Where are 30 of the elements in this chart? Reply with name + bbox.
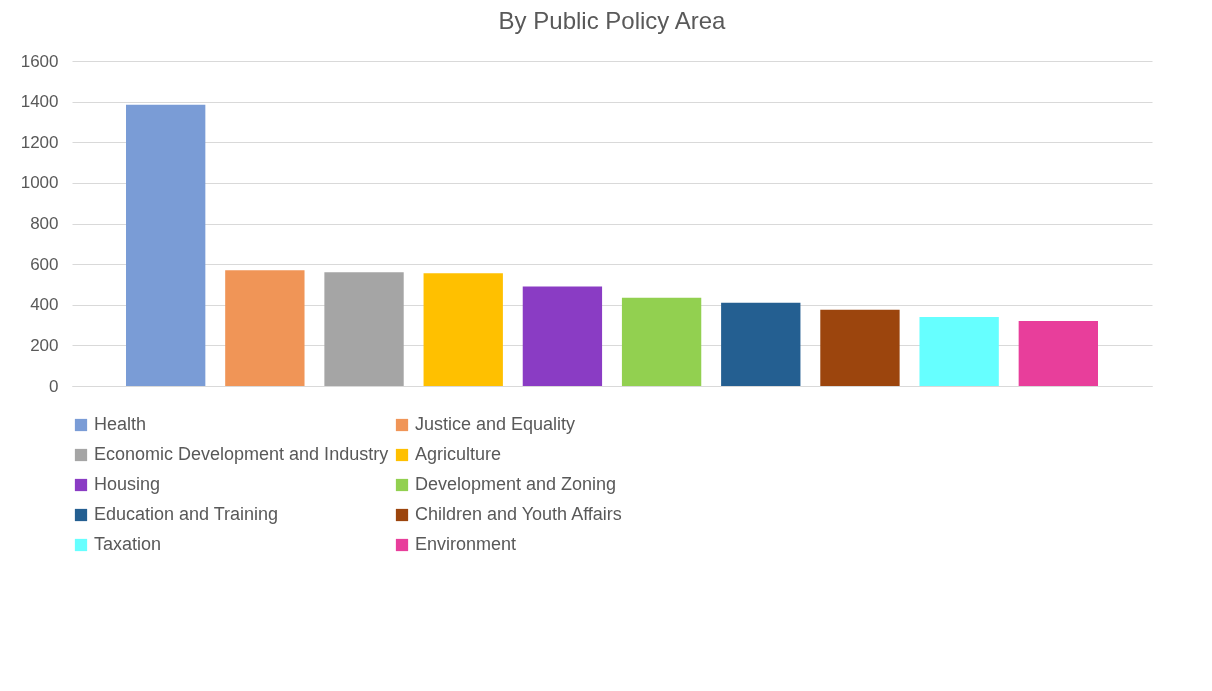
bar — [621, 297, 702, 386]
legend-label: Children and Youth Affairs — [415, 504, 622, 524]
y-tick-label: 1400 — [20, 92, 59, 112]
chart-title: By Public Policy Area — [498, 7, 727, 34]
legend-label: Health — [94, 414, 147, 434]
bar — [1018, 321, 1098, 386]
legend-label: Housing — [94, 474, 161, 494]
legend-label: Environment — [415, 534, 517, 554]
y-tick-label: 1000 — [20, 173, 59, 193]
legend-label: Development and Zoning — [415, 474, 617, 494]
legend-label: Education and Training — [94, 504, 279, 524]
y-tick-label: 800 — [30, 214, 59, 233]
y-tick-label: 400 — [30, 295, 59, 315]
bar — [423, 273, 503, 386]
legend-label: Taxation — [94, 534, 162, 554]
bar — [225, 270, 305, 386]
legend-label: Agriculture — [415, 444, 502, 464]
y-tick-label: 600 — [30, 254, 59, 274]
bar — [522, 286, 603, 386]
y-tick-label: 0 — [49, 376, 59, 396]
legend-label: Economic Development and Industry — [94, 444, 389, 464]
bar — [126, 104, 206, 386]
bar — [919, 316, 999, 386]
legend-label: Justice and Equality — [415, 414, 576, 434]
y-tick-label: 1200 — [20, 132, 59, 152]
bar — [721, 302, 801, 386]
bar — [820, 309, 900, 386]
y-tick-label: 1600 — [20, 51, 59, 71]
bar — [324, 272, 404, 386]
y-tick-label: 200 — [30, 335, 59, 355]
